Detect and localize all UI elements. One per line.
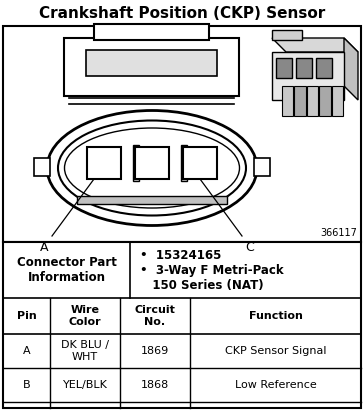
- Bar: [34, 158, 50, 176]
- Text: C: C: [246, 241, 254, 254]
- Text: B: B: [23, 380, 30, 390]
- Text: Function: Function: [249, 311, 302, 321]
- Bar: [181, 145, 187, 181]
- Bar: [332, 86, 343, 116]
- Text: Low Reference: Low Reference: [235, 380, 316, 390]
- Bar: [77, 196, 227, 204]
- Text: Wire
Color: Wire Color: [69, 305, 101, 327]
- Text: A: A: [40, 241, 48, 254]
- Bar: [64, 38, 239, 96]
- Text: A: A: [23, 346, 30, 356]
- Text: Crankshaft Position (CKP) Sensor: Crankshaft Position (CKP) Sensor: [39, 5, 325, 21]
- Text: Connector Part
Information: Connector Part Information: [17, 256, 116, 284]
- Bar: [316, 58, 332, 78]
- Text: 1869: 1869: [141, 346, 169, 356]
- Bar: [282, 86, 293, 116]
- Text: 366117: 366117: [320, 228, 357, 238]
- Bar: [94, 24, 209, 40]
- Text: •  15324165
•  3-Way F Metri-Pack
   150 Series (NAT): • 15324165 • 3-Way F Metri-Pack 150 Seri…: [140, 249, 284, 291]
- Text: Circuit
No.: Circuit No.: [135, 305, 175, 327]
- Text: 1868: 1868: [141, 380, 169, 390]
- Polygon shape: [272, 38, 358, 52]
- Bar: [133, 145, 139, 181]
- Bar: [3, 26, 361, 242]
- Bar: [3, 242, 361, 408]
- Bar: [294, 86, 306, 116]
- Text: DK BLU /
WHT: DK BLU / WHT: [61, 340, 109, 362]
- Bar: [86, 50, 217, 76]
- Text: Pin: Pin: [17, 311, 36, 321]
- Bar: [272, 30, 302, 40]
- Text: YEL/BLK: YEL/BLK: [63, 380, 107, 390]
- Ellipse shape: [64, 128, 240, 208]
- Bar: [254, 158, 270, 176]
- Bar: [272, 52, 344, 100]
- Ellipse shape: [47, 111, 257, 226]
- Bar: [276, 58, 292, 78]
- Bar: [87, 147, 121, 179]
- Bar: [319, 86, 331, 116]
- Bar: [296, 58, 312, 78]
- Text: CKP Sensor Signal: CKP Sensor Signal: [225, 346, 326, 356]
- Bar: [183, 147, 217, 179]
- Bar: [135, 147, 169, 179]
- Bar: [307, 86, 318, 116]
- Ellipse shape: [58, 120, 246, 215]
- Polygon shape: [344, 38, 358, 100]
